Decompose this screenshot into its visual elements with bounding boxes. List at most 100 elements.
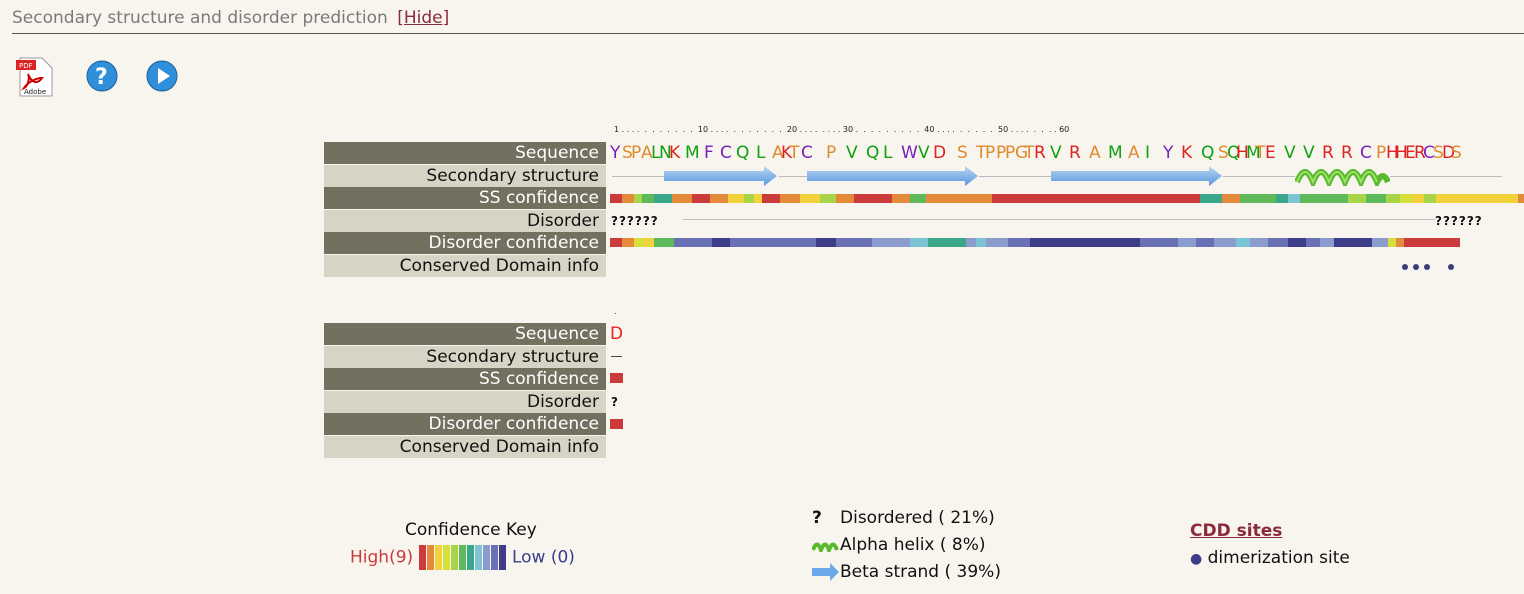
- sequence-residue: V: [918, 143, 930, 163]
- confidence-segment: [710, 194, 728, 203]
- svg-text:Adobe: Adobe: [24, 88, 46, 96]
- sequence-residue: E: [1405, 143, 1416, 163]
- legend-alpha: Alpha helix ( 8%): [811, 535, 986, 556]
- cdd-item: ● dimerization site: [1190, 548, 1350, 568]
- sequence-residue: C: [1360, 143, 1372, 163]
- confidence-segment: [1366, 194, 1386, 203]
- confidence-segment: [692, 194, 710, 203]
- confidence-swatch: [418, 545, 426, 570]
- sequence-residue: I: [1145, 143, 1151, 163]
- sequence-residue: T: [976, 143, 987, 163]
- confidence-segment: [1498, 194, 1518, 203]
- confidence-segment: [610, 238, 622, 247]
- confidence-segment: [1120, 194, 1140, 203]
- confidence-segment: [816, 238, 836, 247]
- hide-link[interactable]: [Hide]: [397, 8, 450, 28]
- sequence-residue: Q: [736, 143, 750, 163]
- confidence-segment: [910, 194, 926, 203]
- label-conserved-domain: Conserved Domain info: [324, 436, 606, 458]
- confidence-segment: [836, 194, 854, 203]
- confidence-segment: [644, 238, 654, 247]
- confidence-segment: [1334, 238, 1372, 247]
- sequence-row-2: D: [610, 324, 624, 344]
- sequence-residue: Y: [1163, 143, 1174, 163]
- confidence-segment: [622, 238, 634, 247]
- confidence-segment: [1436, 194, 1450, 203]
- confidence-high-label: High(9): [350, 547, 414, 568]
- disordered-icon: ?: [812, 508, 822, 528]
- confidence-segment: [1008, 238, 1030, 247]
- confidence-segment: [1140, 238, 1178, 247]
- confidence-swatch: [466, 545, 474, 570]
- confidence-segment: [1214, 238, 1236, 247]
- dimerization-site-dot: [1402, 264, 1408, 270]
- sequence-residue: V: [1284, 143, 1296, 163]
- cdd-sites-title[interactable]: CDD sites: [1190, 521, 1283, 541]
- sequence-residue: K: [781, 143, 793, 163]
- confidence-segment: [1306, 238, 1320, 247]
- play-icon[interactable]: [146, 60, 178, 96]
- confidence-segment: [1236, 238, 1250, 247]
- sequence-residue: R: [1414, 143, 1426, 163]
- confidence-segment: [1030, 238, 1140, 247]
- confidence-segment: [950, 194, 974, 203]
- dimerization-site-dot: [1413, 264, 1419, 270]
- sequence-residue: P: [1376, 143, 1387, 163]
- confidence-segment: [1400, 194, 1412, 203]
- legend-disordered: ? Disordered ( 21%): [812, 508, 995, 528]
- label-ss-confidence: SS confidence: [324, 187, 606, 209]
- confidence-swatch: [434, 545, 442, 570]
- sequence-residue: S: [957, 143, 968, 163]
- confidence-segment: [976, 238, 986, 247]
- confidence-segment: [634, 194, 642, 203]
- confidence-segment: [728, 194, 744, 203]
- confidence-segment: [854, 194, 874, 203]
- svg-text:?: ?: [95, 65, 108, 90]
- sequence-residue: A: [1128, 143, 1140, 163]
- sequence-residue: E: [1265, 143, 1276, 163]
- sequence-residue: Q: [1227, 143, 1241, 163]
- confidence-segment: [1100, 194, 1120, 203]
- confidence-segment: [1200, 194, 1222, 203]
- sequence-residue: L: [883, 143, 893, 163]
- confidence-segment: [836, 238, 872, 247]
- confidence-segment: [1300, 194, 1324, 203]
- beta-strand-icon: [807, 166, 978, 186]
- confidence-segment: [1320, 238, 1334, 247]
- sequence-residue: P: [1005, 143, 1016, 163]
- confidence-key: High(9) Low (0): [350, 545, 575, 570]
- confidence-segment: [986, 238, 1008, 247]
- sequence-residue: A: [772, 143, 784, 163]
- confidence-segment: [762, 194, 780, 203]
- sequence-residue: C: [720, 143, 732, 163]
- confidence-segment: [1424, 194, 1436, 203]
- confidence-swatch: [474, 545, 482, 570]
- svg-text:PDF: PDF: [19, 62, 33, 70]
- confidence-segment: [1324, 194, 1348, 203]
- label-disorder-confidence: Disorder confidence: [324, 232, 606, 254]
- confidence-segment: [772, 238, 816, 247]
- confidence-segment: [1160, 194, 1180, 203]
- confidence-segment: [672, 194, 692, 203]
- label-ss-confidence: SS confidence: [324, 368, 606, 390]
- confidence-segment: [1276, 194, 1288, 203]
- sequence-residue: Q: [1201, 143, 1215, 163]
- disorder-confidence-bar-2: [610, 419, 623, 429]
- confidence-segment: [730, 238, 772, 247]
- confidence-segment: [1348, 194, 1366, 203]
- confidence-segment: [754, 194, 762, 203]
- confidence-segment: [1178, 238, 1196, 247]
- confidence-segment: [820, 194, 836, 203]
- sequence-residue: Q: [866, 143, 880, 163]
- sequence-residue: S: [622, 143, 633, 163]
- sequence-residue: S: [1433, 143, 1444, 163]
- confidence-segment: [1412, 194, 1424, 203]
- help-icon[interactable]: ?: [86, 60, 118, 96]
- label-sequence: Sequence: [324, 323, 606, 345]
- sequence-residue: D: [933, 143, 947, 163]
- cdd-sites-link[interactable]: CDD sites: [1190, 521, 1282, 541]
- pdf-icon[interactable]: PDF Adobe: [14, 56, 56, 102]
- sequence-residue: H: [1236, 143, 1249, 163]
- section-title: Secondary structure and disorder predict…: [12, 8, 388, 28]
- label-sequence: Sequence: [324, 142, 606, 164]
